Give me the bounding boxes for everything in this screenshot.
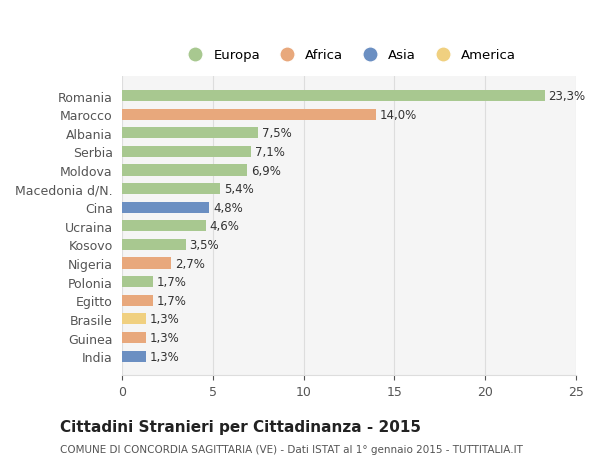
Bar [122, 91, 545, 102]
Bar [122, 239, 186, 251]
Bar [122, 202, 209, 213]
Bar [122, 295, 153, 306]
Text: COMUNE DI CONCORDIA SAGITTARIA (VE) - Dati ISTAT al 1° gennaio 2015 - TUTTITALIA: COMUNE DI CONCORDIA SAGITTARIA (VE) - Da… [60, 444, 523, 454]
Text: 1,7%: 1,7% [157, 294, 187, 307]
Text: 6,9%: 6,9% [251, 164, 281, 177]
Text: 4,8%: 4,8% [213, 202, 243, 214]
Text: 23,3%: 23,3% [548, 90, 586, 103]
Bar [122, 165, 247, 176]
Bar [122, 313, 146, 325]
Bar [122, 109, 376, 121]
Text: 2,7%: 2,7% [175, 257, 205, 270]
Bar [122, 276, 153, 288]
Bar [122, 221, 206, 232]
Text: 4,6%: 4,6% [209, 220, 239, 233]
Bar [122, 258, 172, 269]
Text: 5,4%: 5,4% [224, 183, 254, 196]
Bar [122, 128, 259, 139]
Text: 7,5%: 7,5% [262, 127, 292, 140]
Text: 7,1%: 7,1% [255, 146, 284, 159]
Text: 1,3%: 1,3% [149, 313, 179, 326]
Bar [122, 184, 220, 195]
Text: Cittadini Stranieri per Cittadinanza - 2015: Cittadini Stranieri per Cittadinanza - 2… [60, 419, 421, 434]
Text: 1,3%: 1,3% [149, 350, 179, 363]
Text: 14,0%: 14,0% [380, 108, 417, 122]
Bar [122, 332, 146, 343]
Legend: Europa, Africa, Asia, America: Europa, Africa, Asia, America [178, 45, 520, 66]
Text: 1,3%: 1,3% [149, 331, 179, 344]
Bar [122, 351, 146, 362]
Text: 1,7%: 1,7% [157, 275, 187, 289]
Text: 3,5%: 3,5% [190, 239, 219, 252]
Bar [122, 146, 251, 158]
